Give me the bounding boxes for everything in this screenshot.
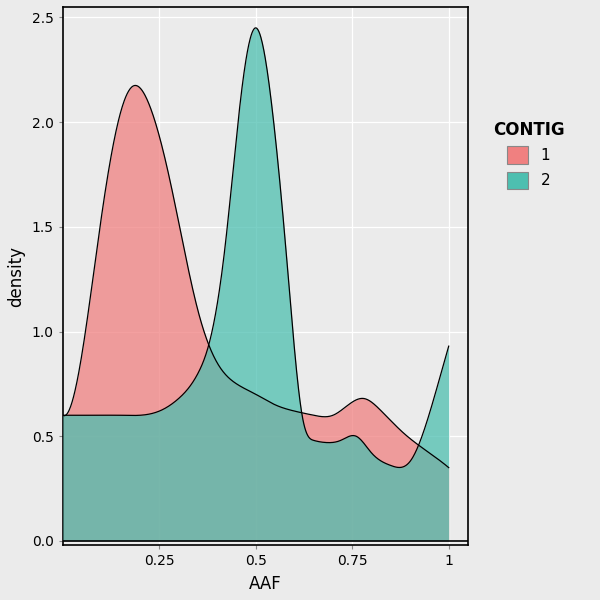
- Y-axis label: density: density: [7, 245, 25, 307]
- Legend: 1, 2: 1, 2: [484, 112, 574, 199]
- X-axis label: AAF: AAF: [249, 575, 282, 593]
